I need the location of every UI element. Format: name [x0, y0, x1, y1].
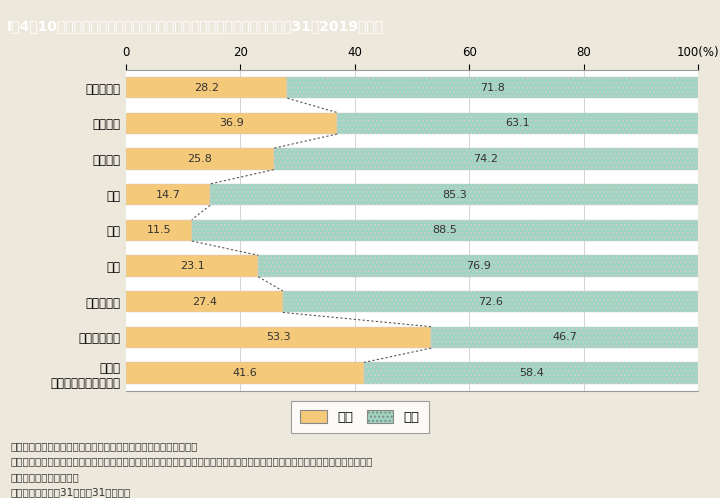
Bar: [126, 148, 274, 170]
Text: 25.8: 25.8: [187, 154, 212, 164]
Bar: [126, 363, 364, 384]
Text: 63.1: 63.1: [505, 118, 530, 128]
Text: 72.6: 72.6: [478, 297, 503, 307]
Bar: [283, 291, 698, 312]
Text: 71.8: 71.8: [480, 83, 505, 93]
Text: 88.5: 88.5: [433, 225, 457, 236]
Bar: [126, 77, 287, 98]
Text: 14.7: 14.7: [156, 190, 181, 200]
Bar: [431, 327, 698, 348]
Bar: [337, 113, 698, 134]
Text: ３．平成31年３月31日現在。: ３．平成31年３月31日現在。: [11, 488, 131, 498]
Bar: [126, 291, 283, 312]
Bar: [126, 113, 337, 134]
Text: （備考）１．総務省「科学技術研究調査」（令和元年）より作成。: （備考）１．総務省「科学技術研究調査」（令和元年）より作成。: [11, 441, 198, 451]
Text: 用機関等。: 用機関等。: [11, 472, 79, 482]
Text: 46.7: 46.7: [552, 332, 577, 343]
Bar: [126, 327, 431, 348]
Text: 11.5: 11.5: [147, 225, 171, 236]
Text: I－4－10図　専門分野別に見た大学等の研究本務者の男女別割合（平成31（2019）年）: I－4－10図 専門分野別に見た大学等の研究本務者の男女別割合（平成31（201…: [7, 19, 384, 33]
Text: 41.6: 41.6: [233, 368, 258, 378]
Bar: [274, 148, 698, 170]
Text: 76.9: 76.9: [466, 261, 491, 271]
Text: 85.3: 85.3: [442, 190, 467, 200]
Text: 27.4: 27.4: [192, 297, 217, 307]
Text: 36.9: 36.9: [219, 118, 244, 128]
Bar: [364, 363, 698, 384]
Bar: [126, 255, 258, 277]
Text: 58.4: 58.4: [519, 368, 544, 378]
Bar: [258, 255, 698, 277]
Bar: [287, 77, 698, 98]
Text: 53.3: 53.3: [266, 332, 291, 343]
Text: 28.2: 28.2: [194, 83, 219, 93]
Bar: [126, 184, 210, 205]
Bar: [210, 184, 698, 205]
Text: 23.1: 23.1: [180, 261, 204, 271]
Legend: 女性, 男性: 女性, 男性: [291, 401, 429, 433]
Text: ２．「大学等」は，大学の学部（大学院の研究科を含む。），短期大学，高等専門学校，大学附置研究所及び大学共同利: ２．「大学等」は，大学の学部（大学院の研究科を含む。），短期大学，高等専門学校，…: [11, 456, 373, 466]
Text: 74.2: 74.2: [474, 154, 498, 164]
Bar: [126, 220, 192, 241]
Bar: [192, 220, 698, 241]
